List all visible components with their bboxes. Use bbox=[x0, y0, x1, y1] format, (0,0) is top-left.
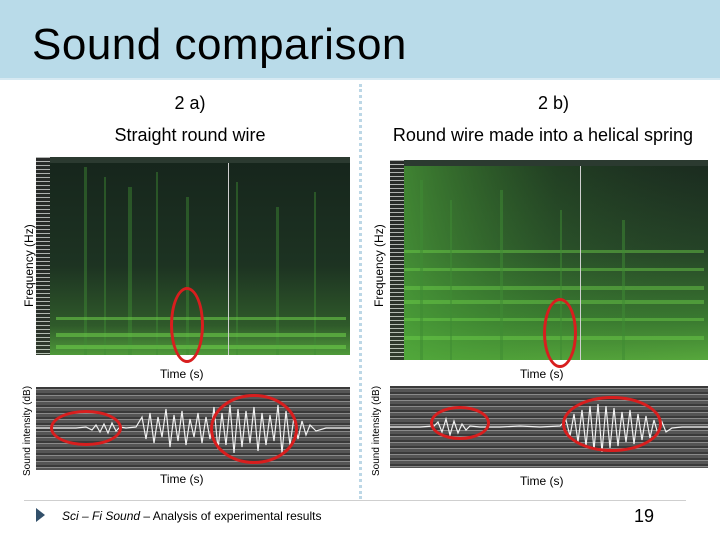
right-waveform-highlight-main bbox=[562, 396, 662, 452]
right-spectrogram-ylabel: Frequency (Hz) bbox=[372, 224, 386, 307]
right-spectrogram-xlabel: Time (s) bbox=[520, 367, 564, 381]
right-heading: 2 b) Round wire made into a helical spri… bbox=[368, 87, 718, 151]
right-waveform-ylabel: Sound intensity (dB) bbox=[371, 385, 382, 476]
left-spectrogram-toolbar bbox=[36, 157, 350, 163]
title-band bbox=[0, 0, 720, 80]
triangle-right-icon bbox=[36, 508, 45, 522]
right-heading-caption: Round wire made into a helical spring bbox=[392, 125, 694, 145]
left-heading-number: 2 a) bbox=[174, 93, 206, 113]
slide-title: Sound comparison bbox=[32, 20, 407, 69]
left-waveform-ylabel: Sound intensity (dB) bbox=[22, 385, 33, 476]
column-divider bbox=[359, 84, 362, 499]
footer-text: Sci – Fi Sound – Analysis of experimenta… bbox=[62, 509, 321, 523]
left-heading-caption: Straight round wire bbox=[114, 125, 266, 145]
page-number: 19 bbox=[634, 506, 655, 526]
left-heading: 2 a) Straight round wire bbox=[60, 87, 320, 151]
left-spectrogram-ylabel: Frequency (Hz) bbox=[22, 224, 36, 307]
left-spectrogram-axis bbox=[36, 157, 50, 355]
right-heading-number: 2 b) bbox=[538, 93, 570, 113]
left-waveform-xlabel: Time (s) bbox=[160, 472, 204, 486]
right-waveform-highlight-start bbox=[430, 406, 490, 440]
footer-project-name: Sci – Fi Sound bbox=[62, 509, 141, 523]
footer-divider bbox=[24, 500, 686, 501]
right-spectrogram-highlight bbox=[543, 298, 577, 368]
right-waveform-xlabel: Time (s) bbox=[520, 474, 564, 488]
left-spectrogram-xlabel: Time (s) bbox=[160, 367, 204, 381]
left-waveform-highlight-main bbox=[210, 394, 298, 464]
left-waveform-highlight-start bbox=[50, 410, 122, 446]
right-spectrogram-axis bbox=[390, 160, 404, 360]
footer-description: – Analysis of experimental results bbox=[140, 509, 322, 523]
left-spectrogram-highlight bbox=[170, 287, 204, 363]
right-spectrogram-toolbar bbox=[390, 160, 708, 166]
